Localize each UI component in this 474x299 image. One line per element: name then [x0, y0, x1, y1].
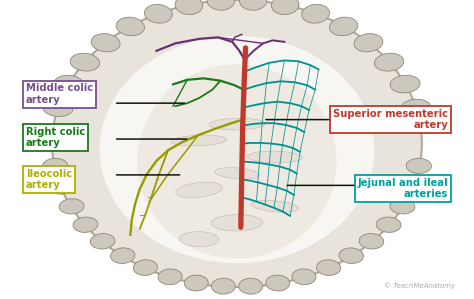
Ellipse shape — [90, 234, 115, 249]
Ellipse shape — [400, 179, 425, 194]
Ellipse shape — [176, 182, 222, 198]
Ellipse shape — [207, 0, 235, 10]
Ellipse shape — [252, 200, 298, 212]
Ellipse shape — [215, 168, 259, 179]
Ellipse shape — [43, 158, 68, 173]
Ellipse shape — [172, 135, 227, 146]
Ellipse shape — [329, 17, 358, 36]
Text: Jejunal and ileal
arteries: Jejunal and ileal arteries — [357, 178, 448, 199]
Ellipse shape — [54, 75, 84, 93]
Ellipse shape — [239, 0, 267, 10]
Text: © TeachMeAnatomy: © TeachMeAnatomy — [384, 282, 455, 289]
Ellipse shape — [158, 269, 182, 285]
Ellipse shape — [49, 179, 74, 194]
Ellipse shape — [376, 217, 401, 232]
Ellipse shape — [239, 278, 263, 294]
Ellipse shape — [374, 53, 404, 71]
Ellipse shape — [211, 215, 263, 231]
Ellipse shape — [272, 0, 299, 15]
Ellipse shape — [110, 248, 135, 263]
Ellipse shape — [339, 248, 364, 263]
Ellipse shape — [247, 151, 302, 163]
Ellipse shape — [209, 118, 265, 130]
Ellipse shape — [184, 275, 208, 291]
Ellipse shape — [100, 36, 374, 263]
Ellipse shape — [52, 0, 422, 287]
Text: Ileocolic
artery: Ileocolic artery — [26, 169, 72, 190]
Ellipse shape — [390, 199, 415, 214]
Ellipse shape — [354, 34, 383, 52]
Ellipse shape — [317, 260, 341, 275]
Ellipse shape — [175, 0, 202, 15]
Ellipse shape — [91, 34, 120, 52]
Ellipse shape — [43, 99, 73, 117]
Ellipse shape — [137, 64, 337, 259]
Text: Superior mesenteric
artery: Superior mesenteric artery — [333, 109, 448, 130]
Ellipse shape — [390, 75, 420, 93]
Ellipse shape — [73, 217, 98, 232]
Ellipse shape — [211, 278, 235, 294]
Text: Right colic
artery: Right colic artery — [26, 127, 85, 148]
Ellipse shape — [292, 269, 316, 285]
Ellipse shape — [179, 232, 219, 247]
Ellipse shape — [406, 158, 431, 173]
Ellipse shape — [401, 99, 431, 117]
Ellipse shape — [116, 17, 145, 36]
Text: Middle colic
artery: Middle colic artery — [26, 83, 93, 105]
Ellipse shape — [145, 4, 173, 23]
Ellipse shape — [359, 234, 384, 249]
Ellipse shape — [133, 260, 157, 275]
Ellipse shape — [301, 4, 329, 23]
Ellipse shape — [70, 53, 100, 71]
Ellipse shape — [266, 275, 290, 291]
Ellipse shape — [59, 199, 84, 214]
